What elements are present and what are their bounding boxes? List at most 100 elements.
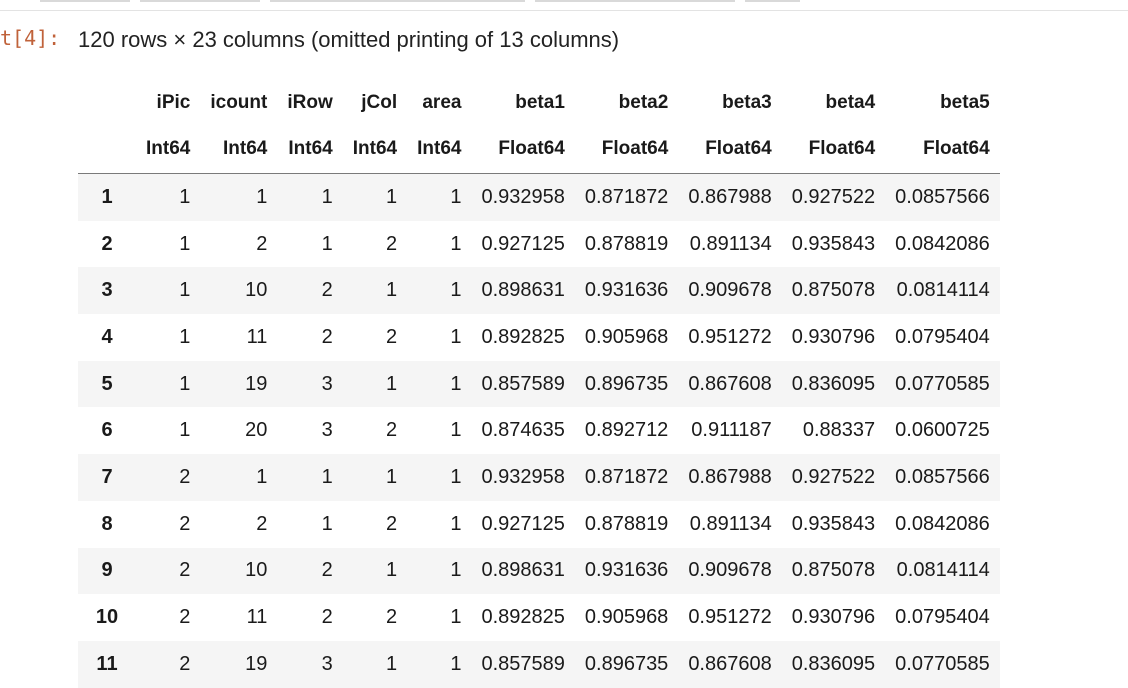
table-cell: 20	[245, 419, 268, 442]
table-cell: 1	[385, 559, 398, 582]
table-cell: 0.0857566	[895, 465, 990, 488]
table-cell: 2	[179, 512, 191, 535]
toolbar-strip	[0, 0, 1128, 11]
table-row: 11 2 19 3 1 1 0.857589 0.896735 0.867608 0.836095…	[78, 640, 1000, 688]
table-cell: 0.0814114	[896, 279, 990, 302]
table-cell: 0.0770585	[895, 372, 990, 395]
table-body: 1 1 1 1 1 1 0.932958 0.871872 0.867988 0.927522 0.…	[78, 173, 1000, 688]
table-cell: 0.898631	[481, 559, 565, 582]
column-header: icount	[210, 91, 268, 113]
toolbar-tab[interactable]	[140, 0, 260, 2]
column-names-row: iPic icount iRow jCol area beta1 beta2 beta3 bet…	[78, 80, 1000, 125]
table-cell: 0.836095	[791, 372, 876, 395]
column-type: Int64	[200, 125, 278, 174]
row-index: 1	[101, 185, 113, 208]
table-cell: 0.927125	[481, 512, 565, 535]
row-index: 6	[101, 419, 113, 442]
table-cell: 2	[179, 465, 191, 488]
row-index: 9	[101, 559, 113, 582]
table-cell: 3	[321, 419, 333, 442]
table-cell: 0.891134	[689, 232, 772, 255]
table-cell: 2	[321, 279, 333, 302]
table-cell: 2	[256, 232, 268, 255]
toolbar-tab[interactable]	[745, 0, 800, 2]
table-cell: 3	[321, 652, 333, 675]
table-cell: 1	[385, 465, 398, 488]
table-cell: 0.0857566	[895, 185, 990, 208]
table-cell: 0.896735	[584, 652, 669, 675]
table-cell: 11	[246, 606, 268, 629]
table-cell: 1	[321, 512, 333, 535]
table-cell: 2	[385, 325, 398, 348]
table-cell: 0.867988	[688, 465, 772, 488]
table-cell: 1	[385, 372, 398, 395]
table-cell: 1	[385, 652, 398, 675]
table-cell: 0.875078	[791, 279, 876, 302]
column-header: beta2	[618, 91, 669, 113]
table-cell: 1	[450, 419, 462, 442]
table-cell: 0.878819	[584, 232, 669, 255]
output-prompt: t[4]:	[0, 26, 61, 50]
dataframe-table: iPic icount iRow jCol area beta1 beta2 beta3 bet…	[78, 80, 1000, 688]
table-cell: 0.935843	[791, 512, 876, 535]
table-cell: 0.931636	[584, 559, 669, 582]
row-index: 3	[101, 279, 113, 302]
table-cell: 1	[179, 185, 191, 208]
column-header: iPic	[156, 91, 191, 113]
table-cell: 1	[450, 185, 462, 208]
toolbar-tab[interactable]	[40, 0, 130, 2]
table-row: 8 2 2 1 2 1 0.927125 0.878819 0.891134 0.935843 0.…	[78, 500, 1000, 548]
table-cell: 0.892825	[481, 325, 565, 348]
table-cell: 2	[385, 232, 398, 255]
table-cell: 0.857589	[481, 652, 565, 675]
row-index: 8	[101, 512, 113, 535]
table-cell: 0.0842086	[895, 232, 990, 255]
table-cell: 0.874635	[481, 419, 565, 442]
table-cell: 0.932958	[481, 185, 565, 208]
table-cell: 1	[450, 325, 462, 348]
table-row: 10 2 11 2 2 1 0.892825 0.905968 0.951272 0.930796…	[78, 594, 1000, 641]
toolbar-tab[interactable]	[535, 0, 735, 2]
row-index: 5	[101, 372, 113, 395]
table-cell: 2	[385, 606, 398, 629]
table-row: 1 1 1 1 1 1 0.932958 0.871872 0.867988 0.927522 0.…	[78, 173, 1000, 221]
table-cell: 10	[245, 279, 268, 302]
table-cell: 2	[321, 559, 333, 582]
table-row: 3 1 10 2 1 1 0.898631 0.931636 0.909678 0.875078 0…	[78, 267, 1000, 315]
table-cell: 10	[245, 559, 268, 582]
column-type: Int64	[342, 125, 408, 174]
table-cell: 0.898631	[481, 279, 565, 302]
column-type: Float64	[885, 125, 1000, 174]
table-cell: 0.927522	[791, 465, 876, 488]
table-cell: 2	[321, 325, 333, 348]
table-row: 2 1 2 1 2 1 0.927125 0.878819 0.891134 0.935843 0.…	[78, 220, 1000, 268]
table-row: 7 2 1 1 1 1 0.932958 0.871872 0.867988 0.927522 0.…	[78, 454, 1000, 501]
table-cell: 1	[450, 279, 462, 302]
table-cell: 2	[321, 606, 333, 629]
table-cell: 0.867608	[688, 652, 772, 675]
table-cell: 0.0600725	[895, 419, 990, 442]
table-cell: 2	[385, 512, 398, 535]
toolbar-tab[interactable]	[270, 0, 525, 2]
table-cell: 0.905968	[584, 606, 669, 629]
column-type: Float64	[678, 125, 782, 174]
table-cell: 1	[179, 279, 191, 302]
column-header: beta4	[825, 91, 876, 113]
table-cell: 0.871872	[584, 185, 669, 208]
table-cell: 1	[450, 465, 462, 488]
table-cell: 1	[450, 372, 462, 395]
table-cell: 0.871872	[584, 465, 669, 488]
table-cell: 0.911187	[691, 419, 772, 442]
table-cell: 0.909678	[688, 279, 772, 302]
table-cell: 2	[179, 652, 191, 675]
table-cell: 1	[256, 465, 268, 488]
table-cell: 0.88337	[802, 419, 876, 442]
row-index: 10	[95, 606, 119, 629]
table-cell: 2	[385, 419, 398, 442]
table-cell: 0.0795404	[895, 606, 990, 629]
column-header: jCol	[361, 91, 398, 113]
row-index: 2	[101, 232, 113, 255]
table-cell: 0.927125	[481, 232, 565, 255]
table-cell: 0.930796	[791, 606, 876, 629]
table-cell: 0.867988	[688, 185, 772, 208]
